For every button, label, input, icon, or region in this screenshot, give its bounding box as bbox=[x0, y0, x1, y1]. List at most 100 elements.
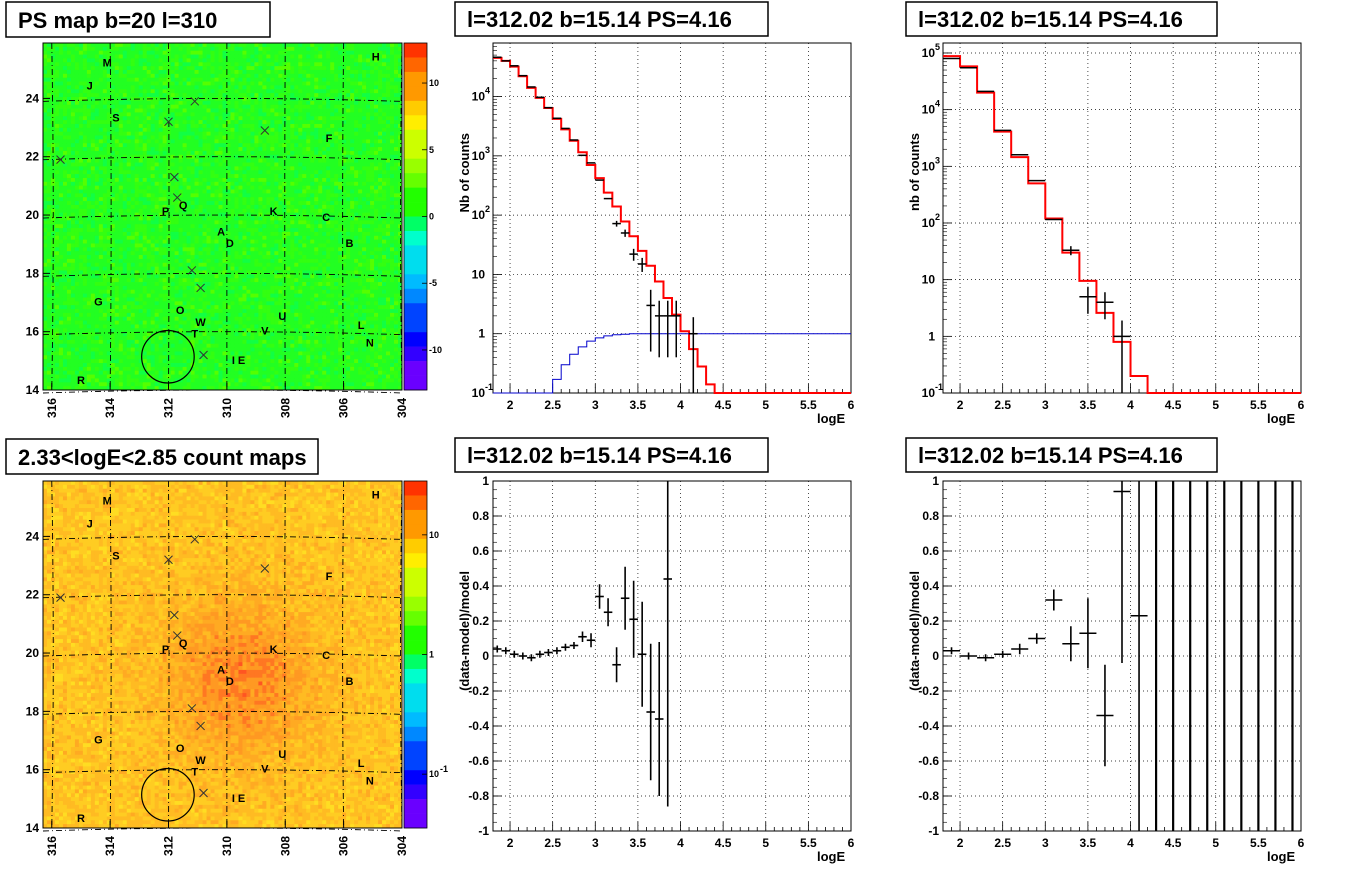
map-pixel bbox=[63, 259, 67, 263]
map-pixel bbox=[207, 305, 211, 309]
map-pixel bbox=[119, 255, 123, 259]
map-pixel bbox=[71, 301, 75, 305]
map-pixel bbox=[103, 321, 107, 325]
map-pixel bbox=[147, 351, 151, 355]
map-pixel bbox=[219, 282, 223, 286]
map-pixel bbox=[199, 174, 203, 178]
map-pixel bbox=[59, 355, 63, 359]
map-pixel bbox=[87, 328, 91, 332]
map-pixel bbox=[230, 205, 234, 209]
map-pixel bbox=[219, 74, 223, 78]
map-pixel bbox=[131, 378, 135, 382]
map-pixel bbox=[191, 236, 195, 240]
map-pixel bbox=[119, 132, 123, 136]
map-pixel bbox=[59, 278, 63, 282]
map-pixel bbox=[151, 282, 155, 286]
map-pixel bbox=[139, 190, 143, 194]
map-pixel bbox=[43, 143, 47, 147]
map-pixel bbox=[159, 351, 163, 355]
map-pixel bbox=[262, 143, 266, 147]
map-pixel bbox=[211, 82, 215, 86]
map-pixel bbox=[123, 163, 127, 167]
map-pixel bbox=[87, 193, 91, 197]
map-pixel bbox=[75, 278, 79, 282]
map-pixel bbox=[55, 340, 59, 344]
map-pixel bbox=[139, 105, 143, 109]
map-pixel bbox=[250, 209, 254, 213]
map-pixel bbox=[211, 143, 215, 147]
map-pixel bbox=[103, 186, 107, 190]
map-pixel bbox=[127, 224, 131, 228]
map-pixel bbox=[83, 294, 87, 298]
map-pixel bbox=[67, 236, 71, 240]
map-pixel bbox=[151, 128, 155, 132]
map-pixel bbox=[67, 116, 71, 120]
map-pixel bbox=[83, 47, 87, 51]
map-pixel bbox=[87, 66, 91, 70]
map-pixel bbox=[135, 136, 139, 140]
map-pixel bbox=[238, 243, 242, 247]
map-pixel bbox=[59, 163, 63, 167]
map-pixel bbox=[115, 55, 119, 59]
map-pixel bbox=[175, 340, 179, 344]
map-pixel bbox=[187, 290, 191, 294]
map-pixel bbox=[63, 178, 67, 182]
map-pixel bbox=[127, 286, 131, 290]
map-pixel bbox=[135, 371, 139, 375]
map-pixel bbox=[179, 297, 183, 301]
map-pixel bbox=[127, 375, 131, 379]
map-pixel bbox=[207, 139, 211, 143]
map-pixel bbox=[219, 201, 223, 205]
map-pixel bbox=[115, 363, 119, 367]
map-pixel bbox=[199, 159, 203, 163]
map-pixel bbox=[246, 109, 250, 113]
map-pixel bbox=[115, 217, 119, 221]
map-pixel bbox=[95, 375, 99, 379]
map-pixel bbox=[230, 120, 234, 124]
map-pixel bbox=[119, 382, 123, 386]
map-pixel bbox=[71, 232, 75, 236]
map-pixel bbox=[143, 116, 147, 120]
map-pixel bbox=[83, 243, 87, 247]
map-pixel bbox=[203, 205, 207, 209]
map-pixel bbox=[155, 309, 159, 313]
map-pixel bbox=[71, 93, 75, 97]
map-pixel bbox=[238, 348, 242, 352]
map-pixel bbox=[199, 367, 203, 371]
map-pixel bbox=[191, 186, 195, 190]
map-pixel bbox=[55, 228, 59, 232]
map-pixel bbox=[51, 93, 55, 97]
map-pixel bbox=[111, 328, 115, 332]
map-pixel bbox=[83, 74, 87, 78]
map-pixel bbox=[111, 294, 115, 298]
map-pixel bbox=[55, 301, 59, 305]
map-pixel bbox=[135, 340, 139, 344]
map-pixel bbox=[215, 97, 219, 101]
map-pixel bbox=[195, 297, 199, 301]
map-pixel bbox=[155, 336, 159, 340]
map-pixel bbox=[111, 375, 115, 379]
map-pixel bbox=[135, 378, 139, 382]
map-pixel bbox=[179, 274, 183, 278]
map-pixel bbox=[258, 93, 262, 97]
map-pixel bbox=[99, 375, 103, 379]
map-pixel bbox=[230, 97, 234, 101]
map-pixel bbox=[250, 66, 254, 70]
map-pixel bbox=[51, 340, 55, 344]
map-pixel bbox=[171, 109, 175, 113]
map-pixel bbox=[223, 286, 227, 290]
map-pixel bbox=[151, 163, 155, 167]
map-pixel bbox=[43, 43, 47, 47]
map-pixel bbox=[242, 151, 246, 155]
map-pixel bbox=[155, 220, 159, 224]
map-pixel bbox=[47, 143, 51, 147]
map-pixel bbox=[71, 328, 75, 332]
map-pixel bbox=[43, 174, 47, 178]
map-pixel bbox=[234, 93, 238, 97]
map-pixel bbox=[183, 286, 187, 290]
map-pixel bbox=[115, 251, 119, 255]
map-pixel bbox=[211, 193, 215, 197]
map-pixel bbox=[238, 344, 242, 348]
map-pixel bbox=[55, 290, 59, 294]
map-pixel bbox=[246, 344, 250, 348]
